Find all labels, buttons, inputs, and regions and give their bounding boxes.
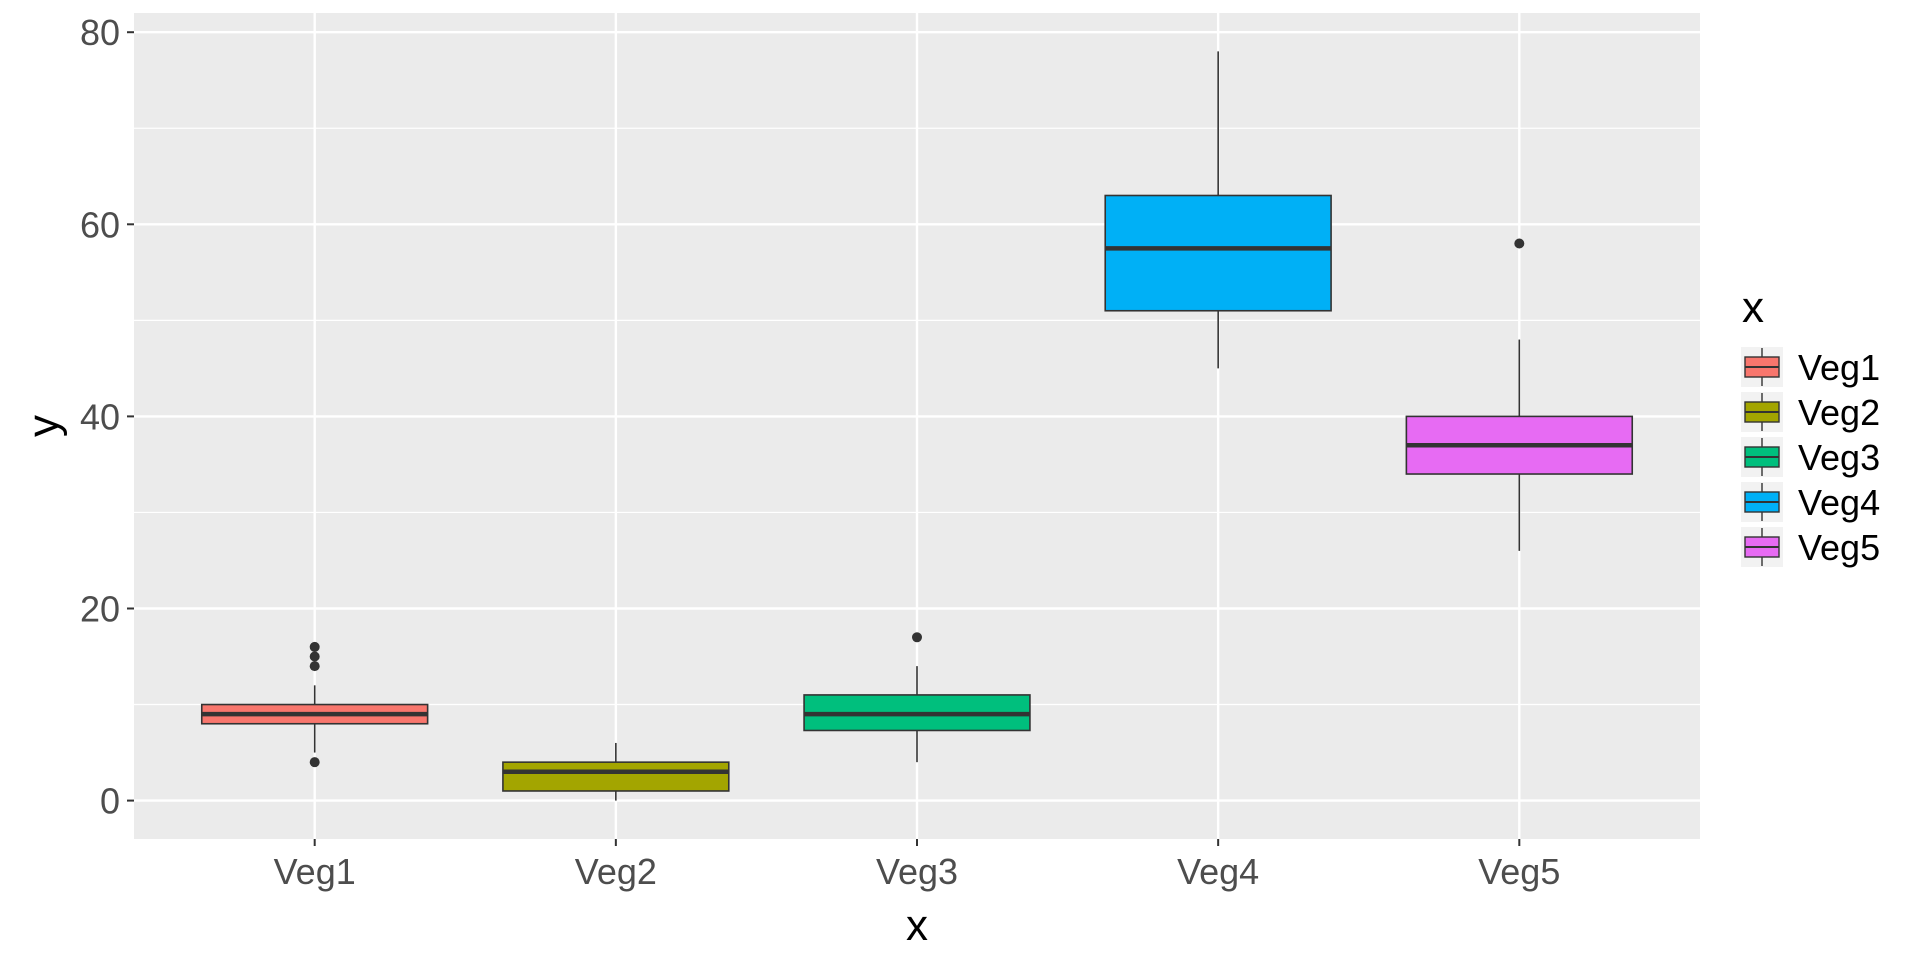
legend-title: x: [1742, 283, 1764, 332]
y-axis: 0 20 40 60 80: [80, 12, 134, 822]
outlier-point: [309, 757, 320, 768]
outlier-point: [1514, 238, 1525, 249]
legend-label: Veg3: [1798, 437, 1880, 478]
y-tick-label: 20: [80, 588, 120, 629]
y-axis-title: y: [19, 415, 68, 437]
y-tick-label: 60: [80, 204, 120, 245]
x-tick-label: Veg5: [1478, 851, 1560, 892]
outlier-point: [912, 632, 922, 643]
legend-label: Veg2: [1798, 392, 1880, 433]
boxes: [200, 51, 1634, 801]
x-tick-label: Veg4: [1177, 851, 1259, 892]
y-tick-label: 0: [100, 781, 120, 822]
legend-item-veg3: Veg3: [1741, 437, 1880, 478]
legend-item-veg4: Veg4: [1741, 482, 1880, 523]
legend-item-veg2: Veg2: [1741, 392, 1880, 433]
y-tick-label: 80: [80, 12, 120, 53]
legend-item-veg1: Veg1: [1741, 347, 1880, 388]
x-tick-label: Veg2: [575, 851, 657, 892]
x-axis-title: x: [906, 901, 928, 950]
outlier-point: [309, 651, 320, 662]
box-veg5: [1405, 238, 1634, 551]
box-veg3: [803, 632, 1031, 763]
box-body: [1104, 194, 1332, 312]
legend-label: Veg5: [1798, 527, 1880, 568]
box-veg2: [502, 742, 730, 801]
y-tick-label: 40: [80, 396, 120, 437]
x-axis: Veg1 Veg2 Veg3 Veg4 Veg5: [274, 839, 1560, 892]
box-veg1: [200, 641, 429, 768]
x-tick-label: Veg3: [876, 851, 958, 892]
legend-item-veg5: Veg5: [1741, 527, 1880, 568]
outlier-point: [309, 641, 320, 652]
legend-label: Veg1: [1798, 347, 1880, 388]
box-body: [502, 761, 730, 792]
x-tick-label: Veg1: [274, 851, 356, 892]
legend-label: Veg4: [1798, 482, 1880, 523]
box-veg4: [1104, 51, 1332, 369]
outlier-point: [309, 661, 320, 672]
